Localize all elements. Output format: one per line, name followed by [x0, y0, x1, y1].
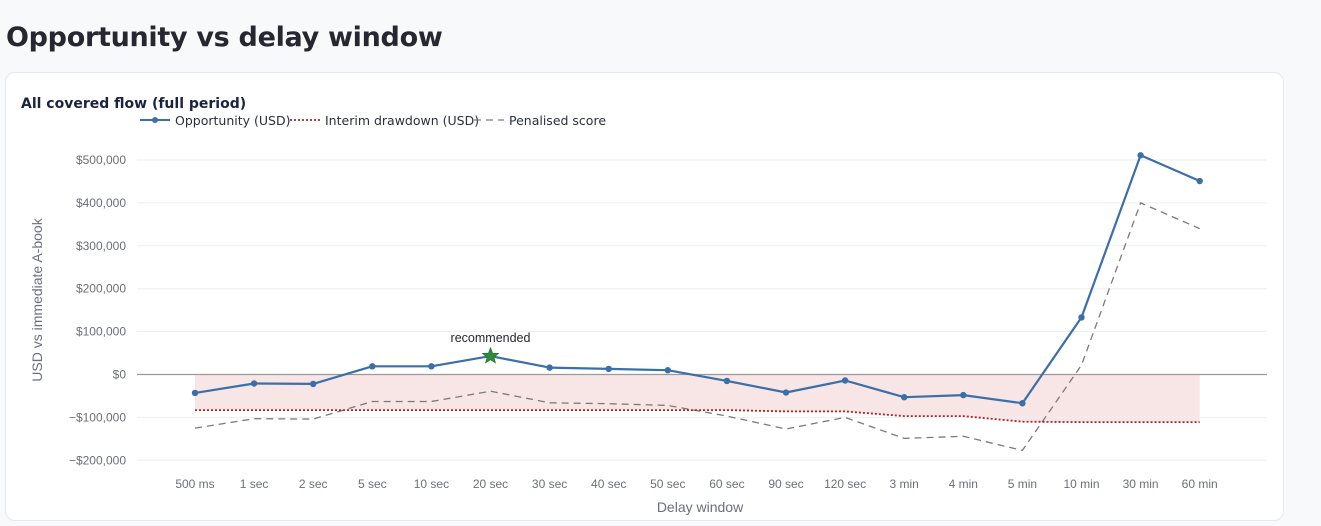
data-point	[1137, 152, 1144, 159]
x-tick-label: 10 min	[1063, 477, 1099, 491]
y-tick-label: $300,000	[76, 239, 126, 253]
data-point	[1196, 177, 1203, 185]
legend: Opportunity (USD) Interim drawdown (USD)…	[140, 113, 606, 128]
legend-label-drawdown: Interim drawdown (USD)	[325, 113, 479, 128]
data-point	[901, 394, 908, 401]
y-tick-label: $500,000	[76, 153, 126, 167]
x-tick-label: 1 sec	[240, 477, 269, 491]
chart-title: All covered flow (full period)	[21, 96, 246, 112]
y-tick-label: −$100,000	[69, 410, 126, 424]
recommended-label: recommended	[451, 331, 531, 345]
x-tick-label: 4 min	[949, 477, 978, 491]
x-tick-label: 20 sec	[473, 477, 508, 491]
data-point	[841, 377, 849, 384]
x-tick-label: 3 min	[890, 477, 919, 491]
x-tick-label: 30 sec	[532, 477, 567, 491]
data-point	[960, 391, 967, 399]
legend-item-opportunity[interactable]: Opportunity (USD)	[140, 113, 290, 128]
data-point	[723, 377, 731, 385]
x-tick-label: 5 sec	[358, 477, 387, 491]
y-tick-label: $0	[113, 368, 127, 382]
legend-item-penalised[interactable]: Penalised score	[474, 113, 606, 128]
x-tick-label: 5 min	[1008, 477, 1037, 491]
data-point	[782, 389, 790, 396]
page-title: Opportunity vs delay window	[6, 22, 443, 53]
x-tick-label: 50 sec	[650, 477, 685, 491]
data-point	[191, 389, 199, 397]
data-point	[1019, 400, 1026, 407]
drawdown-band	[195, 374, 1200, 423]
data-point	[369, 363, 376, 370]
recommended-star-icon	[481, 346, 500, 364]
x-axis-label: Delay window	[657, 499, 744, 515]
legend-label-opportunity: Opportunity (USD)	[175, 113, 290, 128]
y-tick-label: $400,000	[76, 196, 126, 210]
data-point	[250, 380, 258, 387]
data-point	[664, 367, 671, 374]
x-tick-label: 90 sec	[768, 477, 803, 491]
x-tick-label: 2 sec	[299, 477, 328, 491]
x-tick-label: 30 min	[1123, 477, 1159, 491]
x-tick-label: 40 sec	[591, 477, 626, 491]
x-tick-label: 10 sec	[414, 477, 449, 491]
x-tick-label: 60 min	[1182, 477, 1218, 491]
y-axis-label: USD vs immediate A-book	[29, 217, 45, 381]
series-line-1	[195, 409, 1200, 423]
series-line-0	[194, 154, 1201, 405]
x-tick-label: 120 sec	[824, 477, 866, 491]
y-tick-label: −$200,000	[69, 453, 126, 467]
y-tick-label: $200,000	[76, 282, 126, 296]
data-point	[428, 363, 435, 370]
legend-item-drawdown[interactable]: Interim drawdown (USD)	[290, 113, 479, 128]
data-point	[1078, 314, 1085, 321]
x-tick-label: 60 sec	[709, 477, 744, 491]
series-line-2	[194, 202, 1200, 452]
data-point	[546, 364, 553, 371]
legend-label-penalised: Penalised score	[509, 113, 606, 128]
x-tick-label: 500 ms	[175, 477, 214, 491]
y-tick-label: $100,000	[76, 325, 126, 339]
data-point	[310, 380, 317, 388]
data-point	[605, 365, 612, 373]
chart-card	[5, 72, 1284, 521]
